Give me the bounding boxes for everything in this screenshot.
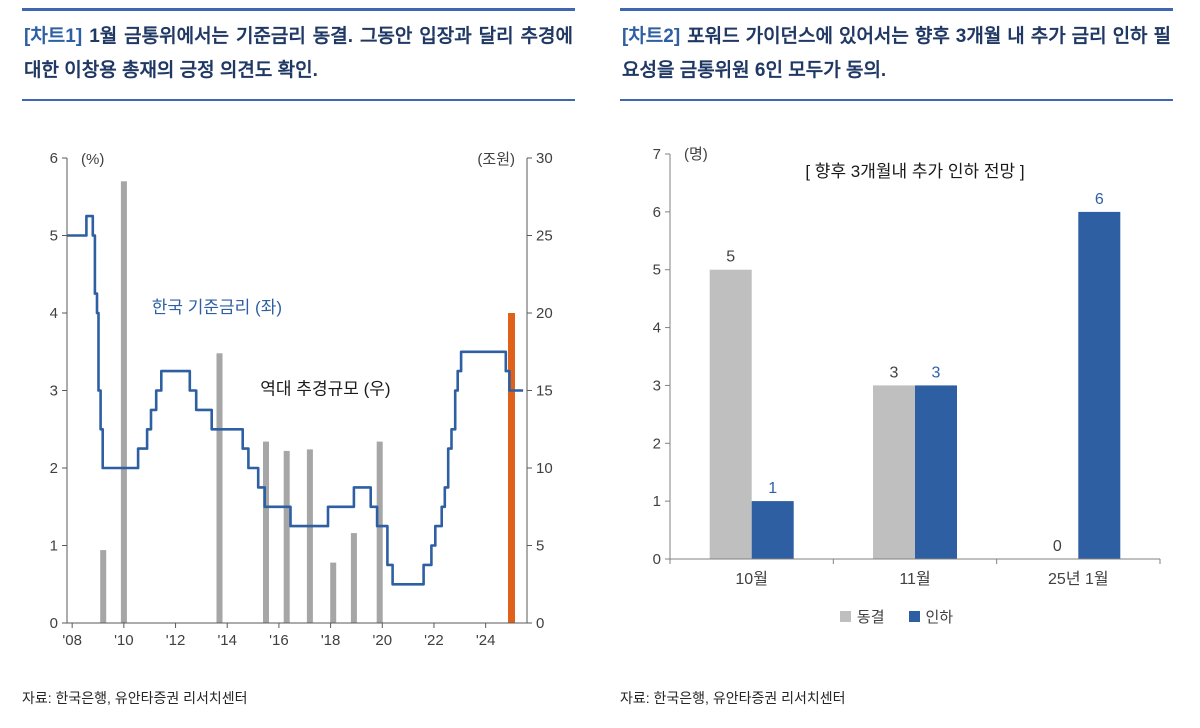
chart1-title-text: 1월 금통위에서는 기준금리 동결. 그동안 입장과 달리 추경에 대한 이창용… xyxy=(24,26,573,81)
chart1-title: [차트1] 1월 금통위에서는 기준금리 동결. 그동안 입장과 달리 추경에 대… xyxy=(22,8,575,101)
svg-text:(%): (%) xyxy=(81,151,104,168)
svg-text:2: 2 xyxy=(50,460,58,477)
chart2-source: 자료: 한국은행, 유안타증권 리서치센터 xyxy=(620,690,846,706)
legend-item-cut: 인하 xyxy=(908,606,954,627)
svg-text:25: 25 xyxy=(536,227,553,244)
legend-swatch-cut xyxy=(908,610,920,622)
svg-text:'12: '12 xyxy=(166,632,186,649)
svg-text:10: 10 xyxy=(536,460,553,477)
svg-text:11월: 11월 xyxy=(899,570,930,588)
chart2-panel: [차트2] 포워드 가이던스에 있어서는 향후 3개월 내 추가 금리 인하 필요… xyxy=(620,8,1173,720)
svg-text:역대 추경규모 (우): 역대 추경규모 (우) xyxy=(260,379,390,398)
svg-text:25년 1월: 25년 1월 xyxy=(1048,570,1109,588)
svg-text:(명): (명) xyxy=(684,146,708,163)
legend-swatch-hold xyxy=(839,610,851,622)
svg-text:20: 20 xyxy=(536,305,553,322)
svg-text:'08: '08 xyxy=(62,632,82,649)
svg-text:2: 2 xyxy=(653,435,661,452)
svg-text:3: 3 xyxy=(653,377,661,394)
svg-text:5: 5 xyxy=(653,261,661,278)
svg-text:(조원): (조원) xyxy=(477,151,515,168)
base-rate-chart: 0 1 2 3 4 5 6 0 5 10 15 20 25 30 '08 '10 '12 '14 '16 '18 '20… xyxy=(50,150,553,649)
svg-text:'14: '14 xyxy=(217,632,237,649)
svg-text:0: 0 xyxy=(1053,538,1062,555)
svg-text:'16: '16 xyxy=(269,632,289,649)
svg-text:5: 5 xyxy=(536,537,544,554)
svg-text:1: 1 xyxy=(50,537,58,554)
svg-text:'10: '10 xyxy=(114,632,134,649)
svg-text:'24: '24 xyxy=(476,632,496,649)
svg-text:6: 6 xyxy=(50,150,58,167)
svg-text:15: 15 xyxy=(536,382,553,399)
svg-text:10월: 10월 xyxy=(735,570,768,588)
chart2-area: 5 1 10월 3 3 11월 0 6 25년 1월 0 1 2 3 4 5 6 7 (명) [ 향후 3개월내 추… xyxy=(620,129,1173,604)
chart2-title: [차트2] 포워드 가이던스에 있어서는 향후 3개월 내 추가 금리 인하 필요… xyxy=(620,8,1173,101)
svg-text:6: 6 xyxy=(653,203,661,220)
svg-text:1: 1 xyxy=(653,493,661,510)
svg-text:3: 3 xyxy=(932,364,941,381)
svg-text:4: 4 xyxy=(50,305,58,322)
svg-text:5: 5 xyxy=(726,248,735,265)
forward-guidance-chart: 5 1 10월 3 3 11월 0 6 25년 1월 0 1 2 3 4 5 6 7 (명) [ 향후 3개월내 추… xyxy=(653,146,1161,588)
chart2-tag: [차트2] xyxy=(622,26,681,47)
svg-text:한국 기준금리 (좌): 한국 기준금리 (좌) xyxy=(152,298,282,317)
chart1-tag: [차트1] xyxy=(24,26,83,47)
svg-text:'20: '20 xyxy=(372,632,392,649)
legend-label-cut: 인하 xyxy=(925,608,954,626)
svg-text:3: 3 xyxy=(890,364,899,381)
svg-text:1: 1 xyxy=(768,480,777,497)
svg-text:[ 향후 3개월내 추가 인하 전망 ]: [ 향후 3개월내 추가 인하 전망 ] xyxy=(805,162,1024,181)
chart1-panel: [차트1] 1월 금통위에서는 기준금리 동결. 그동안 입장과 달리 추경에 대… xyxy=(22,8,575,720)
legend-item-hold: 동결 xyxy=(839,606,885,627)
svg-text:30: 30 xyxy=(536,150,553,167)
chart2-title-text: 포워드 가이던스에 있어서는 향후 3개월 내 추가 금리 인하 필요성을 금통… xyxy=(622,26,1171,81)
svg-text:0: 0 xyxy=(536,615,544,632)
chart1-source: 자료: 한국은행, 유안타증권 리서치센터 xyxy=(22,690,248,706)
chart2-legend: 동결 인하 xyxy=(620,606,1173,627)
chart1-area: 0 1 2 3 4 5 6 0 5 10 15 20 25 30 '08 '10 '12 '14 '16 '18 '20… xyxy=(22,133,575,663)
svg-text:0: 0 xyxy=(653,551,661,568)
svg-text:'22: '22 xyxy=(424,632,444,649)
legend-label-hold: 동결 xyxy=(856,608,885,626)
svg-text:3: 3 xyxy=(50,382,58,399)
svg-text:4: 4 xyxy=(653,319,661,336)
svg-text:0: 0 xyxy=(50,615,58,632)
svg-text:6: 6 xyxy=(1095,190,1104,207)
svg-text:7: 7 xyxy=(653,146,661,163)
svg-text:5: 5 xyxy=(50,227,58,244)
svg-text:'18: '18 xyxy=(321,632,341,649)
